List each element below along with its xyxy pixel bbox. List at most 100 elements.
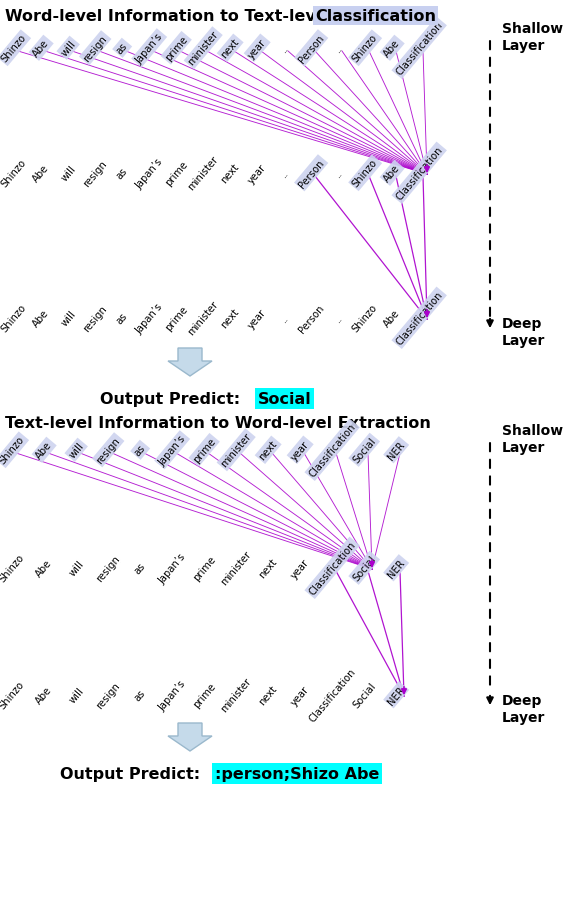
Text: as: as [115, 166, 130, 181]
Text: Classification: Classification [307, 539, 358, 597]
Text: ..: .. [278, 312, 290, 324]
Text: Deep
Layer: Deep Layer [502, 693, 546, 724]
Text: year: year [289, 438, 311, 462]
Text: year: year [246, 162, 268, 185]
Text: Shinzo: Shinzo [0, 158, 29, 189]
Text: will: will [59, 39, 78, 58]
Text: minister: minister [219, 431, 253, 469]
Text: next: next [219, 307, 241, 330]
Text: Abe: Abe [382, 38, 402, 59]
Text: as: as [115, 311, 130, 326]
Text: resign: resign [81, 159, 109, 189]
Polygon shape [168, 723, 212, 752]
Text: Japan’s: Japan’s [157, 551, 188, 585]
Text: prime: prime [191, 554, 218, 582]
Text: Classification: Classification [394, 145, 445, 202]
Polygon shape [168, 349, 212, 376]
Text: Abe: Abe [31, 38, 51, 59]
Text: next: next [219, 37, 241, 60]
Text: as: as [133, 560, 148, 576]
Text: Shinzo: Shinzo [350, 158, 380, 189]
Text: ..: .. [332, 43, 344, 55]
Text: NER: NER [386, 557, 407, 579]
Text: Abe: Abe [34, 684, 54, 706]
Text: Shinzo: Shinzo [0, 435, 26, 466]
Text: Shallow
Layer: Shallow Layer [502, 22, 563, 53]
Text: Shallow
Layer: Shallow Layer [502, 424, 563, 455]
Text: as: as [115, 41, 130, 56]
Text: resign: resign [95, 553, 122, 583]
Text: will: will [59, 164, 78, 183]
Text: minister: minister [219, 676, 253, 714]
Text: next: next [257, 557, 279, 579]
Text: Person: Person [296, 302, 326, 334]
Text: ..: .. [332, 168, 344, 179]
Text: Text-level Information to Word-level Extraction: Text-level Information to Word-level Ext… [5, 415, 431, 431]
Text: Person: Person [296, 158, 326, 189]
Text: next: next [257, 438, 279, 462]
Text: prime: prime [191, 681, 218, 710]
Text: Output Predict:: Output Predict: [60, 766, 206, 781]
Text: minister: minister [186, 30, 220, 67]
Text: Social: Social [258, 392, 312, 406]
Text: Person: Person [296, 33, 326, 65]
Text: prime: prime [163, 159, 189, 188]
Text: Classification: Classification [307, 666, 358, 723]
Text: resign: resign [95, 435, 122, 466]
Text: Social: Social [351, 554, 377, 583]
Text: ..: .. [332, 312, 344, 324]
Text: NER: NER [386, 684, 407, 706]
Text: resign: resign [81, 34, 109, 64]
Text: Abe: Abe [34, 440, 54, 461]
Text: year: year [246, 37, 268, 60]
Text: Japan’s: Japan’s [133, 302, 165, 335]
Text: Classification: Classification [307, 422, 358, 479]
Text: Shinzo: Shinzo [350, 33, 380, 65]
Text: Abe: Abe [34, 558, 54, 578]
Text: next: next [219, 162, 241, 185]
Text: Classification: Classification [394, 290, 445, 347]
Text: Japan’s: Japan’s [133, 157, 165, 190]
Text: Shinzo: Shinzo [0, 680, 26, 711]
Text: prime: prime [191, 436, 218, 465]
Text: Shinzo: Shinzo [350, 302, 380, 334]
Text: Japan’s: Japan’s [157, 678, 188, 712]
Text: year: year [246, 307, 268, 330]
Text: ..: .. [278, 168, 290, 179]
Text: Social: Social [351, 435, 377, 465]
Text: year: year [289, 557, 311, 580]
Text: resign: resign [95, 680, 122, 710]
Text: Word-level Information to Text-level: Word-level Information to Text-level [5, 9, 338, 24]
Text: Classification: Classification [394, 20, 445, 77]
Text: Shinzo: Shinzo [0, 33, 29, 65]
Text: minister: minister [186, 155, 220, 192]
Text: Abe: Abe [382, 308, 402, 329]
Text: resign: resign [81, 303, 109, 333]
Text: prime: prime [163, 35, 189, 63]
Text: as: as [133, 688, 148, 702]
Text: will: will [67, 685, 85, 704]
Text: Classification: Classification [315, 9, 436, 24]
Text: will: will [67, 558, 85, 578]
Text: will: will [67, 441, 85, 460]
Text: prime: prime [163, 304, 189, 333]
Text: year: year [289, 683, 311, 707]
Text: Social: Social [351, 681, 377, 710]
Text: Japan’s: Japan’s [133, 32, 165, 66]
Text: next: next [257, 683, 279, 707]
Text: Abe: Abe [382, 163, 402, 184]
Text: Abe: Abe [31, 308, 51, 329]
Text: Output Predict:: Output Predict: [100, 392, 246, 406]
Text: as: as [133, 443, 148, 458]
Text: will: will [59, 309, 78, 328]
Text: Deep
Layer: Deep Layer [502, 317, 546, 348]
Text: Japan’s: Japan’s [157, 434, 188, 467]
Text: minister: minister [186, 300, 220, 337]
Text: Shinzo: Shinzo [0, 302, 29, 334]
Text: minister: minister [219, 549, 253, 587]
Text: Shinzo: Shinzo [0, 552, 26, 584]
Text: :person;Shizo Abe: :person;Shizo Abe [215, 766, 379, 781]
Text: NER: NER [386, 439, 407, 461]
Text: Abe: Abe [31, 163, 51, 184]
Text: ..: .. [278, 43, 290, 55]
